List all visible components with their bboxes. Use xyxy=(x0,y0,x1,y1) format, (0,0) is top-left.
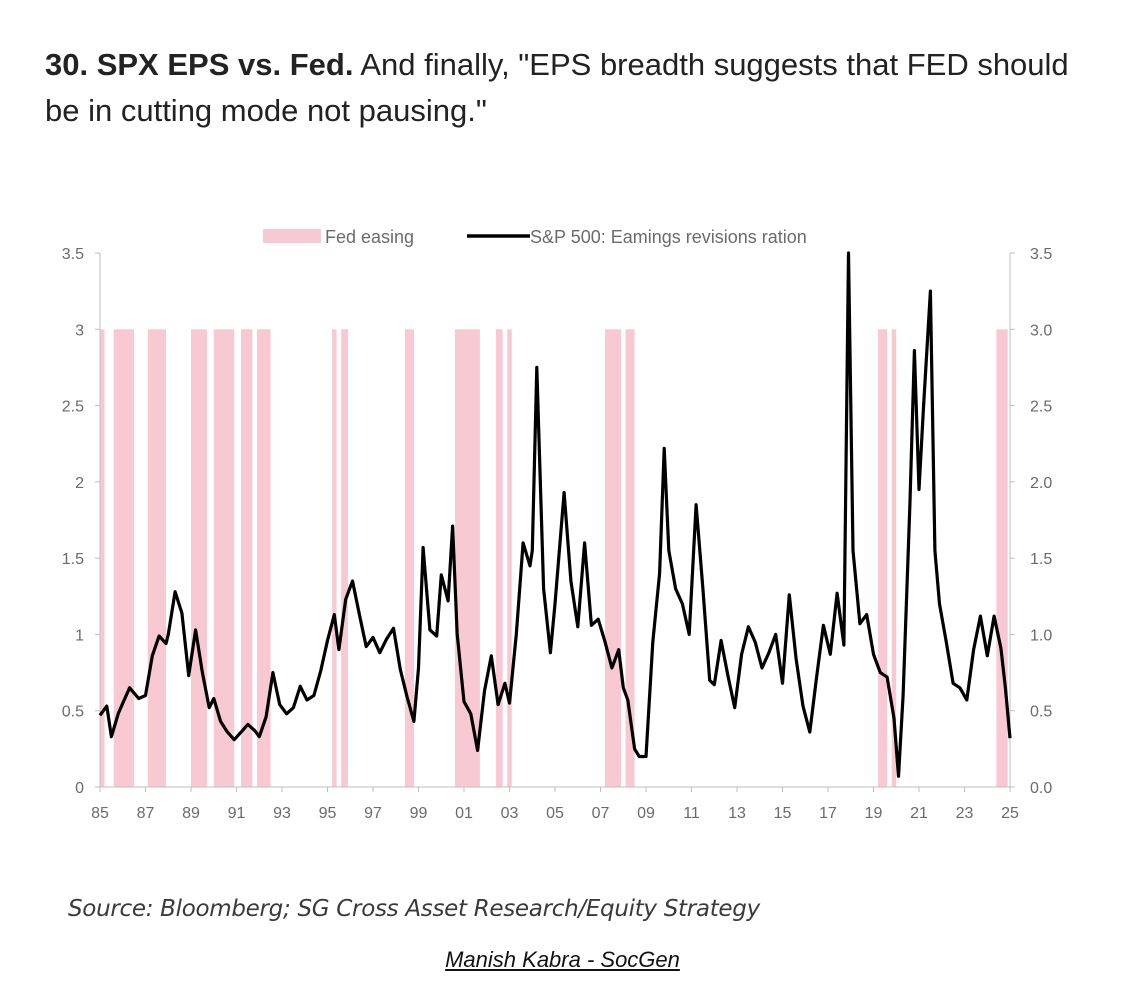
y-tick-label-left: 3 xyxy=(75,322,84,339)
fed-easing-bar-15 xyxy=(878,329,888,787)
x-tick-label: 25 xyxy=(1001,805,1019,822)
fed-easing-bar-7 xyxy=(332,329,337,787)
y-tick-label-right: 2.0 xyxy=(1030,475,1052,492)
x-tick-label: 11 xyxy=(683,805,700,822)
y-tick-label-right: 3.0 xyxy=(1030,322,1052,339)
fed-easing-bar-13 xyxy=(605,329,621,787)
x-tick-label: 21 xyxy=(910,805,928,822)
y-tick-label-right: 0.5 xyxy=(1030,704,1052,721)
fed-easing-bar-11 xyxy=(495,329,503,787)
source-note: Source: Bloomberg; SG Cross Asset Resear… xyxy=(68,896,760,922)
x-tick-label: 85 xyxy=(91,805,109,822)
x-tick-label: 03 xyxy=(501,805,519,822)
x-tick-label: 91 xyxy=(228,805,246,822)
fed-easing-bar-4 xyxy=(213,329,235,787)
y-axis-left-labels: 0 0.5 1 1.5 2 2.5 3 3.5 xyxy=(62,246,84,797)
x-tick-label: 23 xyxy=(956,805,974,822)
x-tick-label: 09 xyxy=(637,805,655,822)
headline: 30. SPX EPS vs. Fed. And finally, "EPS b… xyxy=(45,42,1085,134)
y-tick-label-right: 1.0 xyxy=(1030,627,1052,644)
legend-label-fed-easing: Fed easing xyxy=(325,227,414,247)
fed-easing-bar-16 xyxy=(891,329,897,787)
y-axis-right-labels: 0.0 0.5 1.0 1.5 2.0 2.5 3.0 3.5 xyxy=(1030,246,1052,797)
fed-easing-bar-3 xyxy=(191,329,207,787)
y-tick-label-right: 2.5 xyxy=(1030,399,1052,416)
legend-swatch-fed-easing xyxy=(263,229,321,243)
y-tick-label-left: 1.5 xyxy=(62,551,84,568)
fed-easing-bar-0 xyxy=(100,329,105,787)
fed-easing-bar-12 xyxy=(507,329,512,787)
y-tick-label-right: 3.5 xyxy=(1030,246,1052,263)
x-tick-label: 15 xyxy=(774,805,792,822)
eps-revisions-line xyxy=(98,251,1012,778)
headline-text: And finally, "EPS breadth suggests that … xyxy=(45,47,1069,128)
x-tick-label: 05 xyxy=(546,805,564,822)
fed-easing-bars xyxy=(100,329,1008,787)
x-tick-label: 19 xyxy=(865,805,883,822)
fed-easing-bar-8 xyxy=(341,329,348,787)
x-tick-labels: 85 87 89 91 93 95 97 99 01 03 05 07 09 11 13 15 17 19 21 23… xyxy=(91,805,1019,822)
legend: Fed easing S&P 500: Eamings revisions ra… xyxy=(263,227,807,247)
x-tick-label: 07 xyxy=(592,805,610,822)
y-tick-label-left: 3.5 xyxy=(62,246,84,263)
fed-easing-bar-9 xyxy=(404,329,414,787)
y-tick-label-left: 2 xyxy=(75,475,84,492)
x-tick-label: 93 xyxy=(273,805,291,822)
fed-easing-bar-14 xyxy=(625,329,635,787)
y-tick-label-right: 0.0 xyxy=(1030,780,1052,797)
x-tick-label: 95 xyxy=(319,805,337,822)
x-tick-label: 87 xyxy=(137,805,155,822)
x-tick-label: 97 xyxy=(364,805,382,822)
fed-easing-bar-17 xyxy=(996,329,1008,787)
axes xyxy=(95,252,1015,792)
legend-label-eps-line: S&P 500: Eamings revisions ration xyxy=(530,227,807,247)
x-tick-label: 17 xyxy=(819,805,837,822)
y-tick-label-left: 2.5 xyxy=(62,399,84,416)
fed-easing-bar-2 xyxy=(147,329,166,787)
y-tick-label-left: 0 xyxy=(75,780,84,797)
fed-easing-bar-6 xyxy=(256,329,271,787)
x-tick-label: 99 xyxy=(410,805,428,822)
x-tick-label: 01 xyxy=(455,805,473,822)
x-tick-label: 89 xyxy=(182,805,200,822)
credit-link[interactable]: Manish Kabra - SocGen xyxy=(445,947,680,972)
fed-easing-bar-5 xyxy=(241,329,253,787)
headline-bold: 30. SPX EPS vs. Fed. xyxy=(45,47,354,82)
y-tick-label-left: 1 xyxy=(75,627,84,644)
fed-easing-bar-10 xyxy=(454,329,480,787)
fed-easing-bar-1 xyxy=(113,329,135,787)
x-tick-label: 13 xyxy=(728,805,746,822)
y-tick-label-left: 0.5 xyxy=(62,704,84,721)
y-tick-label-right: 1.5 xyxy=(1030,551,1052,568)
